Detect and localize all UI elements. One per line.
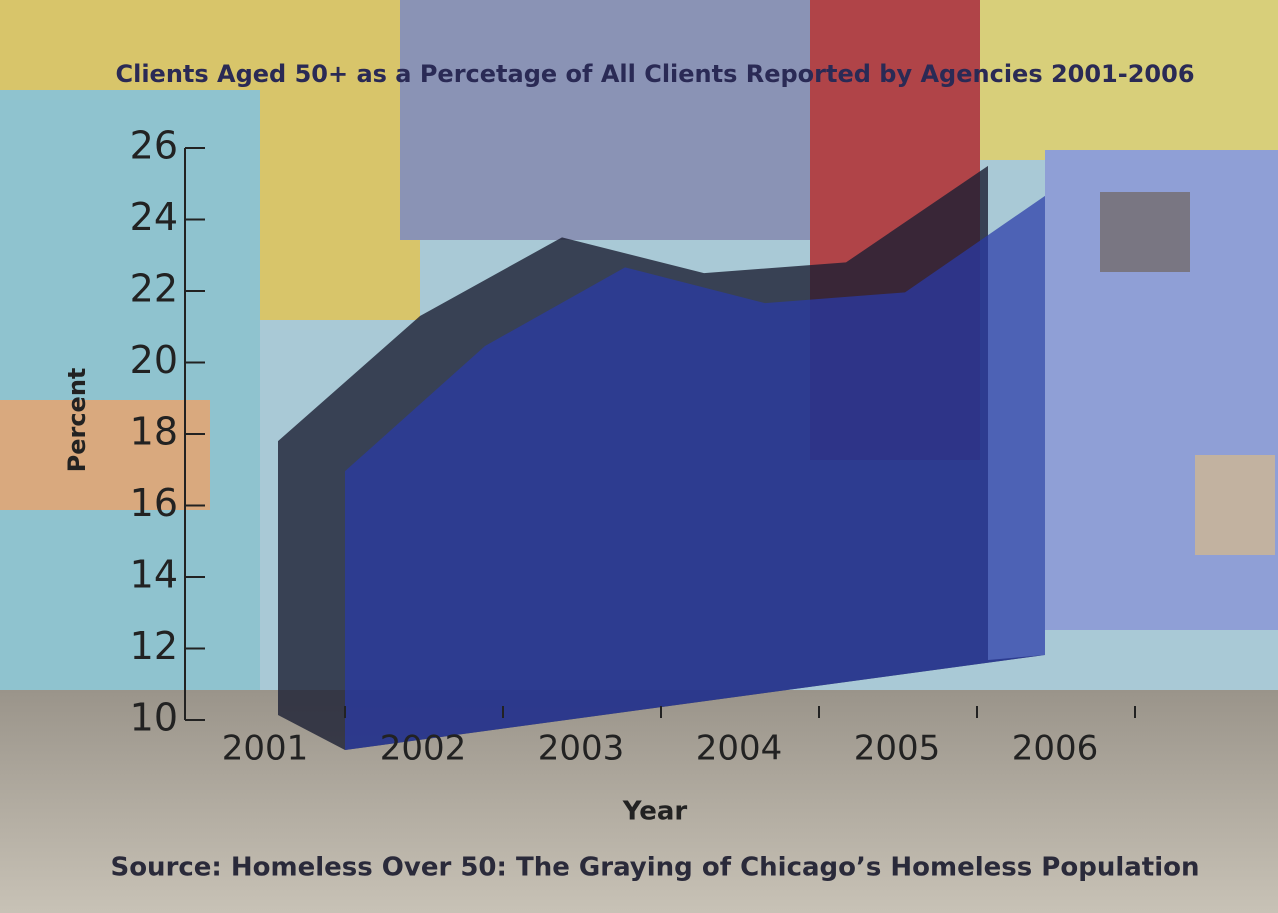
x-tick-label: 2004 — [696, 729, 783, 769]
y-tick-label: 26 — [130, 124, 178, 168]
x-tick-label: 2002 — [380, 729, 467, 769]
y-tick-label: 12 — [130, 624, 178, 668]
y-tick-label: 14 — [130, 553, 178, 597]
y-tick-label: 18 — [130, 410, 178, 454]
y-tick-label: 22 — [130, 267, 178, 311]
x-axis-title: Year — [622, 797, 688, 827]
y-tick-label: 20 — [130, 338, 178, 382]
y-axis-title: Percent — [63, 368, 91, 473]
x-tick-label: 2001 — [222, 729, 309, 769]
x-tick-label: 2003 — [538, 729, 625, 769]
x-tick-label: 2005 — [854, 729, 941, 769]
x-tick-label: 2006 — [1012, 729, 1099, 769]
y-tick-label: 16 — [130, 481, 178, 525]
source-note: Source: Homeless Over 50: The Graying of… — [110, 853, 1199, 883]
chart-title: Clients Aged 50+ as a Percetage of All C… — [115, 60, 1194, 88]
y-tick-label: 24 — [130, 195, 178, 239]
y-tick-label: 10 — [130, 696, 178, 740]
chart: Clients Aged 50+ as a Percetage of All C… — [0, 0, 1278, 913]
